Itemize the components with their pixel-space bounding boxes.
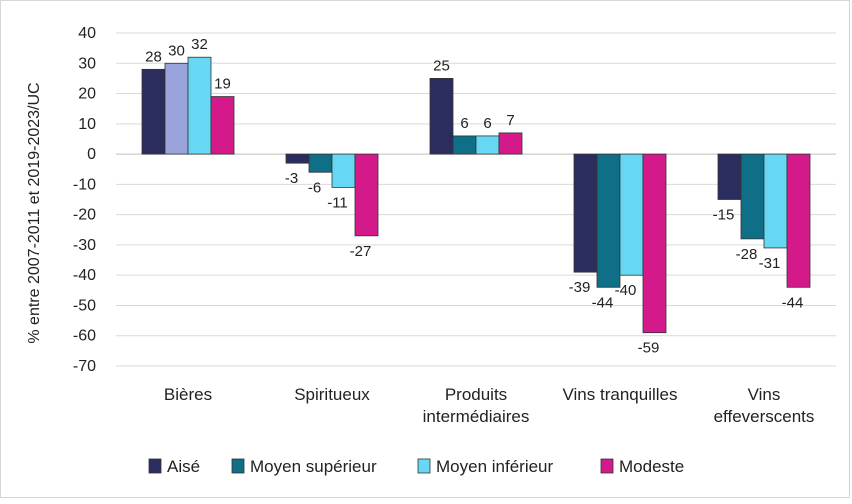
data-label: -15 xyxy=(713,207,735,224)
y-axis-title: % entre 2007-2011 et 2019-2023/UC xyxy=(26,82,43,343)
y-tick-label: -40 xyxy=(73,267,96,284)
bar xyxy=(498,132,523,155)
legend-swatch xyxy=(600,458,614,474)
legend-label: Aisé xyxy=(167,457,200,476)
legend: Aisé Moyen supérieur Moyen inférieur Modest… xyxy=(148,457,684,476)
data-label: 28 xyxy=(145,48,162,65)
bar xyxy=(786,153,811,288)
bar xyxy=(619,153,644,276)
legend-label: Moyen inférieur xyxy=(436,457,554,476)
data-label: -44 xyxy=(592,294,614,311)
y-tick-label: 20 xyxy=(78,86,96,103)
y-axis-ticks: 40 30 20 10 0 -10 -20 -30 -40 -50 -60 -70 xyxy=(73,25,96,375)
bar xyxy=(164,62,189,155)
bars-layer xyxy=(141,56,811,334)
x-category-label: Spiritueux xyxy=(294,385,370,404)
bar xyxy=(354,153,379,237)
data-label: 6 xyxy=(483,115,491,132)
data-label: 7 xyxy=(506,112,514,129)
bar xyxy=(210,96,235,155)
data-label: -40 xyxy=(615,282,637,299)
data-label: -39 xyxy=(569,279,591,296)
y-tick-label: -50 xyxy=(73,297,96,314)
bar xyxy=(573,153,598,273)
bar xyxy=(308,153,333,173)
legend-swatch xyxy=(417,458,431,474)
data-label: 30 xyxy=(168,42,185,59)
y-tick-label: 30 xyxy=(78,55,96,72)
y-tick-label: -30 xyxy=(73,237,96,254)
bar xyxy=(452,135,477,155)
data-label: -31 xyxy=(759,255,781,272)
bar xyxy=(285,153,310,164)
x-category-label: Vins effeverscents xyxy=(714,385,815,426)
data-label: 32 xyxy=(191,36,208,53)
y-tick-label: -70 xyxy=(73,358,96,375)
y-tick-label: 0 xyxy=(87,146,96,163)
data-label: -27 xyxy=(350,243,372,260)
bar xyxy=(740,153,765,240)
bar xyxy=(429,78,454,155)
data-label: 19 xyxy=(214,76,231,93)
bar xyxy=(763,153,788,249)
data-label: -59 xyxy=(638,340,660,357)
legend-label: Moyen supérieur xyxy=(250,457,377,476)
bar xyxy=(187,56,212,155)
data-label: -11 xyxy=(327,194,348,211)
y-tick-label: -20 xyxy=(73,207,96,224)
legend-label: Modeste xyxy=(619,457,684,476)
bar xyxy=(596,153,621,288)
data-label: -28 xyxy=(736,246,758,263)
data-label: -44 xyxy=(782,294,804,311)
x-category-label: Bières xyxy=(164,385,212,404)
data-label: 25 xyxy=(433,57,450,74)
data-label: -3 xyxy=(285,170,298,187)
data-label: 6 xyxy=(460,115,468,132)
bar xyxy=(475,135,500,155)
x-category-label: Produits intermédiaires xyxy=(423,385,530,426)
bar xyxy=(717,153,742,200)
x-axis-categories: Bières Spiritueux Produits intermédiaires Vi… xyxy=(164,385,814,426)
y-tick-label: -60 xyxy=(73,328,96,345)
y-tick-label: -10 xyxy=(73,176,96,193)
legend-swatch xyxy=(231,458,245,474)
legend-swatch xyxy=(148,458,162,474)
y-tick-label: 10 xyxy=(78,116,96,133)
bar xyxy=(141,68,166,155)
bar xyxy=(642,153,667,334)
x-category-label: Vins tranquilles xyxy=(563,385,678,404)
y-tick-label: 40 xyxy=(78,25,96,42)
bar xyxy=(331,153,356,188)
data-label: -6 xyxy=(308,179,321,196)
